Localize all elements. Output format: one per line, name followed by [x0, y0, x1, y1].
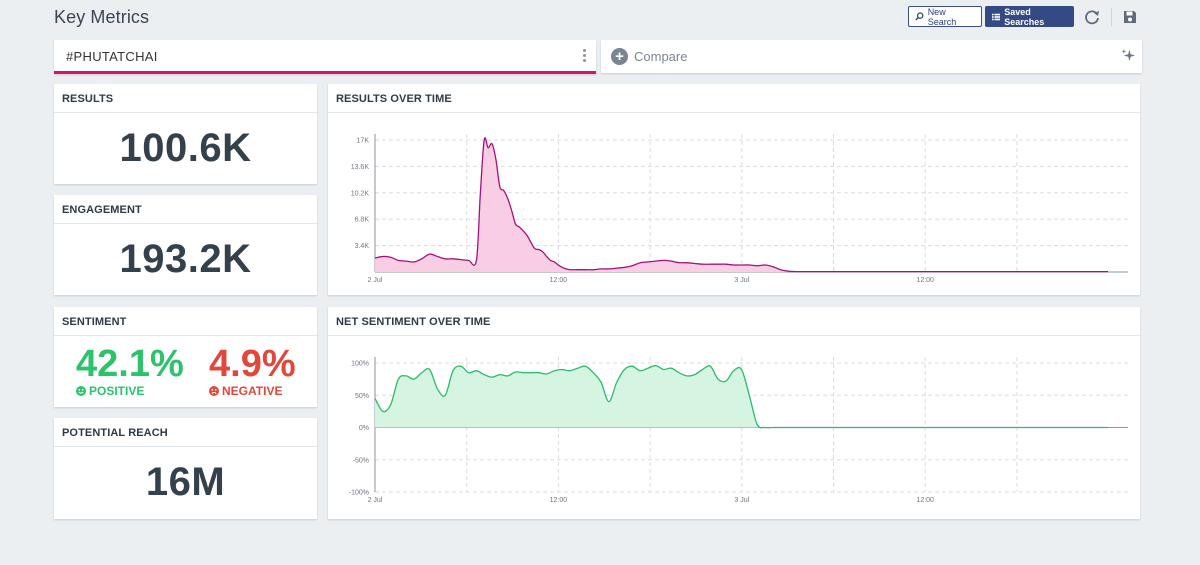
plus-circle-icon: +: [611, 48, 628, 65]
sentiment-chart-y-tick-1: 50%: [355, 393, 369, 400]
results-chart-x-tick-0: 2 Jul: [368, 277, 383, 284]
negative-label: NEGATIVE: [222, 384, 283, 398]
sentiment-card-title: SENTIMENT: [54, 307, 317, 336]
saved-searches-label: Saved Searches: [1004, 6, 1045, 27]
positive-value: 42.1%: [76, 343, 184, 385]
positive-label: POSITIVE: [89, 384, 145, 398]
compare-box[interactable]: + Compare: [601, 40, 1142, 73]
new-search-button[interactable]: New Search: [908, 6, 982, 27]
sentiment-card: SENTIMENT 42.1% POSITIVE 4.9% NEGATIVE: [54, 307, 317, 407]
frown-icon: [209, 386, 219, 396]
results-chart-y-tick-1: 6.8K: [355, 217, 370, 224]
results-chart-series-line: [374, 137, 1108, 273]
results-chart-y-tick-2: 10.2K: [351, 190, 370, 197]
results-over-time-card: RESULTS OVER TIME 3.4K 6.8K 10.2K 13.6K 17K 2…: [328, 84, 1140, 295]
results-over-time-chart: 3.4K 6.8K 10.2K 13.6K 17K 2 Jul 12:00 3 Jul 12:0…: [351, 134, 1128, 284]
sentiment-chart-y-tick-2: 0%: [359, 425, 369, 432]
reach-value: 16M: [145, 460, 226, 504]
sentiment-chart-y-tick-4: -100%: [349, 490, 369, 497]
engagement-card-title: ENGAGEMENT: [54, 195, 317, 224]
compare-label: Compare: [634, 49, 688, 64]
list-icon: [992, 13, 1001, 20]
sentiment-chart-x-tick-2: 3 Jul: [734, 497, 749, 504]
search-query-text: #PHUTATCHAI: [66, 49, 158, 64]
sentiment-chart-title: NET SENTIMENT OVER TIME: [328, 307, 1140, 336]
page-title: Key Metrics: [54, 7, 150, 27]
search-query-box[interactable]: #PHUTATCHAI: [54, 40, 596, 74]
sentiment-chart-series-line: [374, 364, 1108, 429]
refresh-icon[interactable]: [1083, 8, 1101, 26]
results-chart-y-tick-0: 3.4K: [355, 243, 370, 250]
sentiment-chart-y-tick-3: -50%: [353, 457, 369, 464]
results-chart-x-tick-2: 3 Jul: [734, 277, 749, 284]
engagement-value: 193.2K: [119, 237, 252, 281]
sentiment-chart-x-tick-1: 12:00: [550, 497, 568, 504]
engagement-card: ENGAGEMENT 193.2K: [54, 195, 317, 295]
results-value: 100.6K: [119, 126, 252, 170]
results-chart-y-tick-3: 13.6K: [351, 164, 370, 171]
results-card: RESULTS 100.6K: [54, 84, 317, 184]
results-chart-title: RESULTS OVER TIME: [328, 84, 1140, 113]
floppy-disk-icon[interactable]: [1121, 8, 1139, 26]
toolbar-divider: [1111, 8, 1112, 26]
results-chart-y-tick-4: 17K: [357, 138, 370, 145]
sentiment-chart-x-tick-3: 12:00: [916, 497, 934, 504]
results-card-title: RESULTS: [54, 84, 317, 113]
net-sentiment-card: NET SENTIMENT OVER TIME 100% 50% 0% -50% -10…: [328, 307, 1140, 519]
positive-label-row: POSITIVE: [76, 384, 144, 398]
sentiment-chart-y-tick-0: 100%: [351, 361, 369, 368]
saved-searches-button[interactable]: Saved Searches: [985, 6, 1074, 27]
reach-card: POTENTIAL REACH 16M: [54, 418, 317, 519]
search-icon: [915, 12, 924, 21]
sentiment-chart-series-area: [375, 365, 1108, 428]
smile-icon: [76, 386, 86, 396]
sentiment-chart-x-tick-0: 2 Jul: [368, 497, 383, 504]
new-search-label: New Search: [927, 6, 957, 27]
net-sentiment-chart: 100% 50% 0% -50% -100%2 Jul 12:00 3 Jul 12:00: [349, 357, 1128, 504]
results-chart-x-tick-1: 12:00: [550, 277, 568, 284]
reach-card-title: POTENTIAL REACH: [54, 418, 317, 447]
negative-value: 4.9%: [209, 343, 296, 385]
results-chart-x-tick-3: 12:00: [916, 277, 934, 284]
negative-label-row: NEGATIVE: [209, 384, 282, 398]
kebab-menu-icon[interactable]: [580, 49, 588, 63]
sparkle-icon[interactable]: [1121, 48, 1136, 63]
